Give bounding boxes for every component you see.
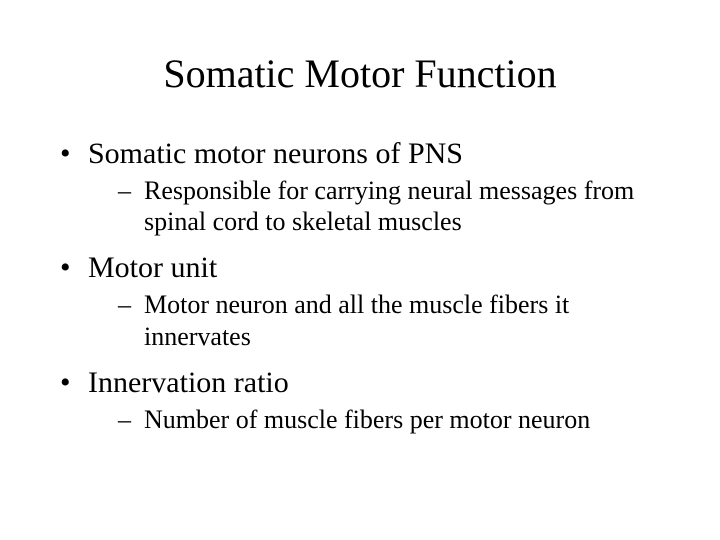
slide: Somatic Motor Function Somatic motor neu… [0,0,720,540]
bullet-list: Somatic motor neurons of PNS Responsible… [50,137,670,435]
bullet-item: Motor unit Motor neuron and all the musc… [60,251,670,351]
sub-bullet-list: Motor neuron and all the muscle fibers i… [88,289,670,351]
slide-title: Somatic Motor Function [50,40,670,97]
sub-bullet-item: Number of muscle fibers per motor neuron [118,404,670,435]
sub-bullet-item: Motor neuron and all the muscle fibers i… [118,289,670,351]
bullet-item: Somatic motor neurons of PNS Responsible… [60,137,670,237]
bullet-text: Motor unit [88,251,217,284]
sub-bullet-text: Motor neuron and all the muscle fibers i… [144,290,569,350]
sub-bullet-text: Number of muscle fibers per motor neuron [144,405,590,434]
bullet-text: Innervation ratio [88,366,289,399]
sub-bullet-list: Number of muscle fibers per motor neuron [88,404,670,435]
sub-bullet-text: Responsible for carrying neural messages… [144,176,634,236]
bullet-item: Innervation ratio Number of muscle fiber… [60,366,670,435]
sub-bullet-list: Responsible for carrying neural messages… [88,175,670,237]
bullet-text: Somatic motor neurons of PNS [88,137,463,170]
sub-bullet-item: Responsible for carrying neural messages… [118,175,670,237]
